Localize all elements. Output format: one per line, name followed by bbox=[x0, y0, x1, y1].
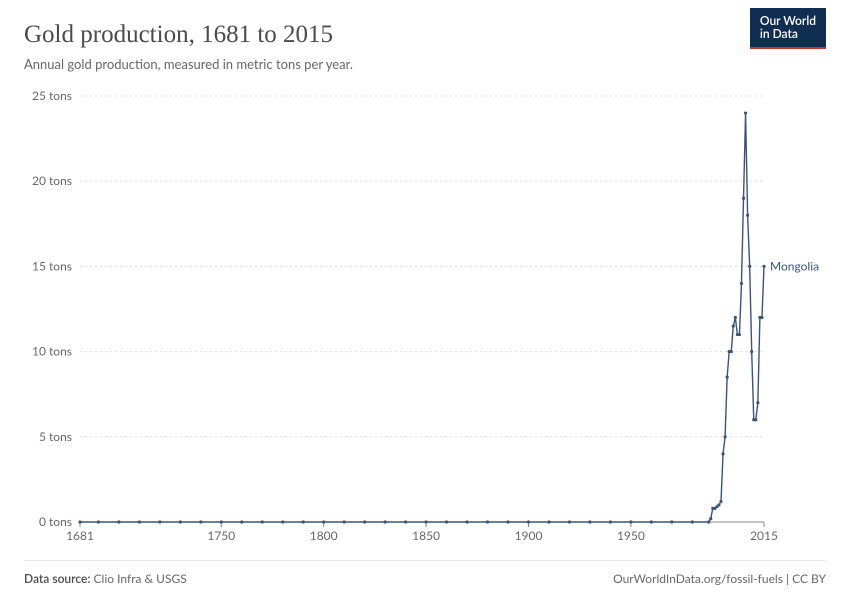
data-point bbox=[158, 520, 161, 523]
x-tick-label: 1950 bbox=[617, 528, 645, 543]
data-point bbox=[547, 520, 550, 523]
chart-area: 0 tons 5 tons 10 tons 15 tons 20 tons 25 tons… bbox=[24, 90, 826, 550]
y-tick-label: 20 tons bbox=[32, 173, 72, 188]
data-point bbox=[281, 520, 284, 523]
y-tick-label: 15 tons bbox=[32, 258, 72, 273]
data-point bbox=[740, 282, 743, 285]
source-label: Data source: bbox=[24, 571, 90, 586]
data-point bbox=[527, 520, 530, 523]
data-point bbox=[756, 401, 759, 404]
data-point bbox=[240, 520, 243, 523]
data-point bbox=[506, 520, 509, 523]
x-tick-label: 1750 bbox=[207, 528, 235, 543]
data-point bbox=[742, 197, 745, 200]
data-point bbox=[78, 520, 81, 523]
data-point bbox=[179, 520, 182, 523]
data-point bbox=[424, 520, 427, 523]
data-point bbox=[734, 316, 737, 319]
data-point bbox=[744, 111, 747, 114]
data-point bbox=[721, 452, 724, 455]
data-point bbox=[754, 418, 757, 421]
data-point bbox=[707, 520, 710, 523]
data-point bbox=[363, 520, 366, 523]
data-point bbox=[343, 520, 346, 523]
data-point bbox=[748, 265, 751, 268]
source-value: Clio Infra & USGS bbox=[94, 571, 187, 586]
data-point bbox=[117, 520, 120, 523]
data-point bbox=[650, 520, 653, 523]
data-point bbox=[322, 520, 325, 523]
data-point bbox=[486, 520, 489, 523]
y-tick-label: 25 tons bbox=[32, 90, 72, 103]
x-tick-label: 2015 bbox=[750, 528, 778, 543]
data-point bbox=[220, 520, 223, 523]
page-subtitle: Annual gold production, measured in metr… bbox=[24, 56, 826, 72]
data-point bbox=[746, 214, 749, 217]
data-point bbox=[629, 520, 632, 523]
data-point bbox=[762, 265, 765, 268]
data-point bbox=[723, 435, 726, 438]
data-point bbox=[199, 520, 202, 523]
series-label: Mongolia bbox=[770, 258, 819, 273]
x-tick-label: 1681 bbox=[66, 528, 94, 543]
data-point bbox=[302, 520, 305, 523]
data-point bbox=[568, 520, 571, 523]
x-tick-label: 1800 bbox=[310, 528, 338, 543]
x-tick-label: 1900 bbox=[515, 528, 543, 543]
data-point bbox=[719, 500, 722, 503]
footer: Data source: Clio Infra & USGS OurWorldI… bbox=[24, 560, 826, 586]
data-point bbox=[261, 520, 264, 523]
page-title: Gold production, 1681 to 2015 bbox=[24, 20, 826, 50]
y-tick-label: 0 tons bbox=[39, 514, 72, 529]
x-tick-label: 1850 bbox=[412, 528, 440, 543]
data-point bbox=[750, 350, 753, 353]
data-point bbox=[138, 520, 141, 523]
data-point bbox=[738, 333, 741, 336]
credit: OurWorldInData.org/fossil-fuels | CC BY bbox=[613, 571, 826, 586]
y-tick-label: 5 tons bbox=[39, 429, 72, 444]
data-point bbox=[670, 520, 673, 523]
data-point bbox=[609, 520, 612, 523]
data-source: Data source: Clio Infra & USGS bbox=[24, 571, 187, 586]
data-point bbox=[384, 520, 387, 523]
series-line bbox=[80, 113, 764, 522]
data-point bbox=[730, 350, 733, 353]
data-point bbox=[404, 520, 407, 523]
data-point bbox=[97, 520, 100, 523]
data-point bbox=[709, 517, 712, 520]
data-point bbox=[465, 520, 468, 523]
data-point bbox=[717, 503, 720, 506]
data-point bbox=[588, 520, 591, 523]
header: Gold production, 1681 to 2015 Annual gol… bbox=[24, 20, 826, 72]
data-point bbox=[726, 376, 729, 379]
y-tick-label: 10 tons bbox=[32, 344, 72, 359]
data-point bbox=[691, 520, 694, 523]
line-chart: 0 tons 5 tons 10 tons 15 tons 20 tons 25 tons… bbox=[24, 90, 826, 550]
data-point bbox=[732, 324, 735, 327]
data-point bbox=[760, 316, 763, 319]
data-point bbox=[445, 520, 448, 523]
